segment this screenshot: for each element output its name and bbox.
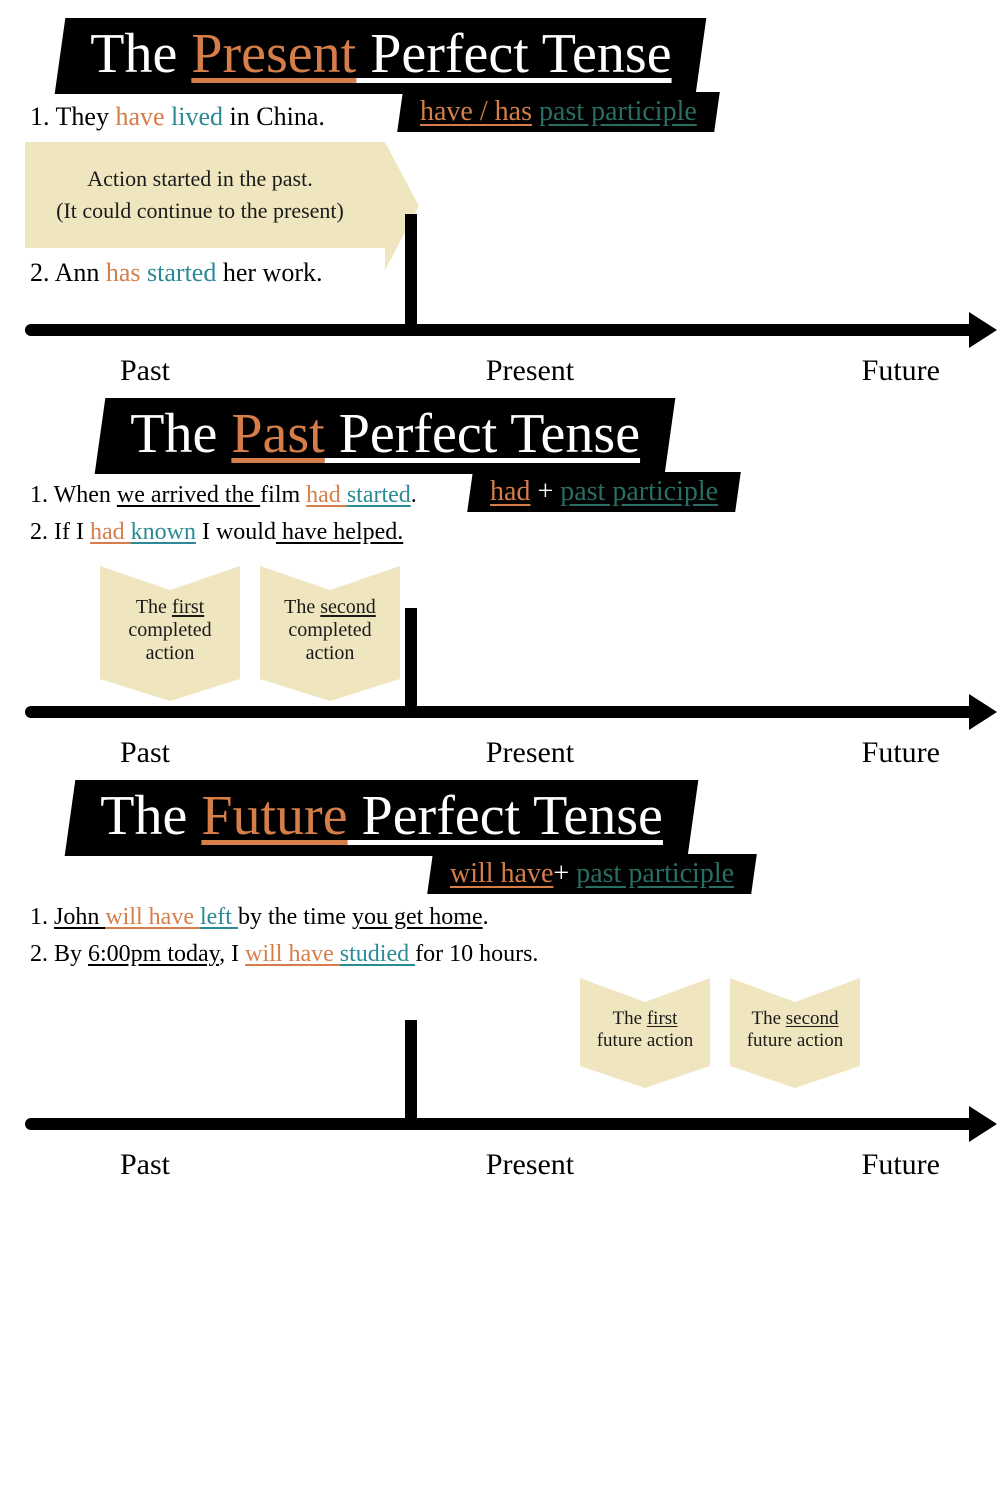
time-labels: Past Present Future — [120, 1148, 940, 1176]
example-2: 2. If I had known I would have helped. — [30, 519, 1000, 546]
title-text: The Past Perfect Tense — [130, 402, 640, 466]
title-banner-future: The Future Perfect Tense — [65, 780, 698, 856]
past-perfect-section: The Past Perfect Tense had + past partic… — [0, 398, 1000, 770]
present-marker — [405, 1020, 417, 1118]
chevron-row-past: The first completed action The second co… — [0, 556, 1000, 706]
first-future-chevron: The first future action — [580, 978, 710, 1066]
second-action-chevron: The second completed action — [260, 566, 400, 679]
formula-text: had + past participle — [490, 476, 718, 508]
first-action-chevron: The first completed action — [100, 566, 240, 679]
example-2: 2. Ann has started her work. — [30, 258, 1000, 288]
chevron-row-future: The first future action The second futur… — [0, 978, 1000, 1118]
formula-text: will have+ past participle — [450, 858, 734, 890]
note-line-1: Action started in the past. — [45, 166, 355, 192]
title-text: The Future Perfect Tense — [100, 784, 663, 848]
title-banner-past: The Past Perfect Tense — [95, 398, 675, 474]
time-labels: Past Present Future — [120, 354, 940, 388]
formula-banner-present: have / has past participle — [397, 92, 719, 132]
present-marker — [405, 214, 417, 324]
formula-banner-future: will have+ past participle — [427, 854, 757, 894]
note-line-2: (It could continue to the present) — [45, 198, 355, 224]
formula-banner-past: had + past participle — [467, 472, 741, 512]
present-marker — [405, 608, 417, 706]
timeline-present — [25, 324, 975, 336]
title-text: The Present Perfect Tense — [90, 22, 671, 86]
title-banner-present: The Present Perfect Tense — [55, 18, 707, 94]
example-1: 1. John will have left by the time you g… — [30, 904, 1000, 931]
note-arrow: Action started in the past. (It could co… — [25, 142, 385, 248]
formula-text: have / has past participle — [420, 96, 697, 128]
timeline-past — [25, 706, 975, 718]
example-2: 2. By 6:00pm today, I will have studied … — [30, 941, 1000, 968]
second-future-chevron: The second future action — [730, 978, 860, 1066]
time-labels: Past Present Future — [120, 736, 940, 770]
present-perfect-section: The Present Perfect Tense have / has pas… — [0, 0, 1000, 388]
timeline-future — [25, 1118, 975, 1130]
future-perfect-section: The Future Perfect Tense will have+ past… — [0, 780, 1000, 1176]
